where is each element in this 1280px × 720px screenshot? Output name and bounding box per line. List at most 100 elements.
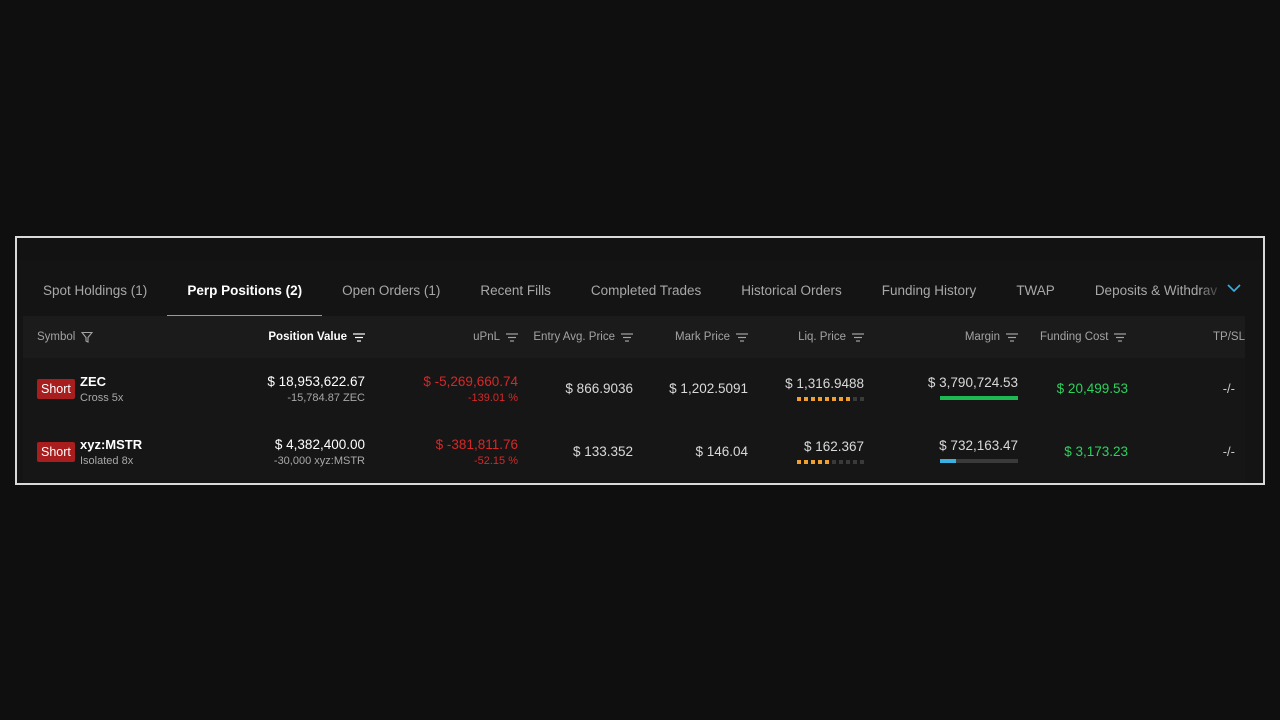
liq-price: $ 1,316.9488 <box>785 376 864 391</box>
table-row[interactable]: Short xyz:MSTR Isolated 8x $ 4,382,400.0… <box>23 421 1245 483</box>
position-value: $ 4,382,400.00 <box>274 437 365 452</box>
margin-value: $ 732,163.47 <box>939 438 1018 453</box>
liq-risk-dot <box>797 460 801 464</box>
liq-risk-dot <box>839 397 843 401</box>
tab-deposits-withdrawals[interactable]: Deposits & Withdrav <box>1094 283 1218 298</box>
table-body: Short ZEC Cross 5x $ 18,953,622.67 -15,7… <box>23 358 1245 483</box>
col-symbol[interactable]: Symbol <box>37 316 94 358</box>
tab-perp-positions[interactable]: Perp Positions (2) <box>167 260 322 316</box>
sort-icon[interactable] <box>506 332 518 342</box>
liq-risk-dot <box>818 460 822 464</box>
liq-risk-dot <box>811 460 815 464</box>
col-position-value[interactable]: Position Value <box>268 316 365 358</box>
col-entry-price-label: Entry Avg. Price <box>533 331 615 343</box>
sort-icon[interactable] <box>736 332 748 342</box>
position-value: $ 18,953,622.67 <box>267 374 365 389</box>
col-tpsl-label: TP/SL <box>1213 331 1245 343</box>
liq-price-cell: $ 1,316.9488 <box>785 376 864 401</box>
mark-price: $ 146.04 <box>695 444 748 459</box>
col-upnl-label: uPnL <box>473 331 500 343</box>
col-liq-price-label: Liq. Price <box>798 331 846 343</box>
symbol-name[interactable]: xyz:MSTR <box>80 437 143 452</box>
upnl-value: $ -5,269,660.74 <box>423 374 518 389</box>
liq-risk-dot <box>846 397 850 401</box>
liq-risk-dot <box>832 460 836 464</box>
liq-risk-dot <box>832 397 836 401</box>
entry-price: $ 133.352 <box>572 444 633 459</box>
upnl-percent: -139.01 % <box>467 392 518 404</box>
filter-icon[interactable] <box>81 331 94 343</box>
funding-cost: $ 20,499.53 <box>1056 381 1128 396</box>
margin-ratio-bar <box>940 396 1018 400</box>
col-liq-price[interactable]: Liq. Price <box>798 316 864 358</box>
col-entry-price[interactable]: Entry Avg. Price <box>533 316 633 358</box>
entry-price: $ 866.9036 <box>565 381 633 396</box>
col-funding-cost-label: Funding Cost <box>1040 331 1109 343</box>
side-badge-short: Short <box>37 442 75 462</box>
sort-icon[interactable] <box>353 332 365 342</box>
liq-risk-dot <box>853 397 857 401</box>
liq-risk-dot <box>825 397 829 401</box>
positions-panel: Spot Holdings (1) Perp Positions (2) Ope… <box>15 236 1265 485</box>
panel-top-bar <box>17 238 1263 260</box>
tab-twap[interactable]: TWAP <box>1016 283 1055 298</box>
margin-mode: Cross 5x <box>80 392 124 404</box>
position-size: -30,000 xyz:MSTR <box>273 455 365 467</box>
liq-risk-dot <box>818 397 822 401</box>
table-row[interactable]: Short ZEC Cross 5x $ 18,953,622.67 -15,7… <box>23 358 1245 421</box>
tpsl-value[interactable]: -/- <box>1222 444 1235 459</box>
upnl-percent: -52.15 % <box>473 455 518 467</box>
tab-completed-trades[interactable]: Completed Trades <box>590 283 702 298</box>
liq-risk-dot <box>846 460 850 464</box>
liq-risk-dot <box>797 397 801 401</box>
liq-risk-dot <box>804 397 808 401</box>
mark-price: $ 1,202.5091 <box>669 381 748 396</box>
sort-icon[interactable] <box>852 332 864 342</box>
position-value-cell: $ 18,953,622.67 -15,784.87 ZEC <box>267 374 365 404</box>
liq-risk-dot <box>811 397 815 401</box>
tab-bar: Spot Holdings (1) Perp Positions (2) Ope… <box>17 260 1263 316</box>
positions-table: Symbol Position Value uPnL Entry Avg. Pr… <box>23 316 1245 483</box>
table-header: Symbol Position Value uPnL Entry Avg. Pr… <box>23 316 1245 358</box>
col-symbol-label: Symbol <box>37 331 76 343</box>
liq-risk-meter <box>797 460 864 464</box>
margin-ratio-bar <box>940 459 1018 463</box>
col-mark-price[interactable]: Mark Price <box>675 316 748 358</box>
col-tpsl: TP/SL <box>1213 316 1245 358</box>
col-position-value-label: Position Value <box>268 331 347 343</box>
upnl-cell: $ -5,269,660.74 -139.01 % <box>423 374 518 404</box>
sort-icon[interactable] <box>1114 332 1127 342</box>
upnl-cell: $ -381,811.76 -52.15 % <box>436 437 518 467</box>
liq-risk-dot <box>853 460 857 464</box>
symbol-cell[interactable]: xyz:MSTR Isolated 8x <box>80 437 142 467</box>
sort-icon[interactable] <box>1006 332 1018 342</box>
col-margin[interactable]: Margin <box>965 316 1018 358</box>
liq-risk-dot <box>860 397 864 401</box>
symbol-name[interactable]: ZEC <box>80 374 106 389</box>
margin-ratio-fill <box>940 459 956 463</box>
margin-mode: Isolated 8x <box>80 455 134 467</box>
tab-recent-fills[interactable]: Recent Fills <box>480 283 551 298</box>
liq-risk-dot <box>825 460 829 464</box>
tpsl-value[interactable]: -/- <box>1222 381 1235 396</box>
tab-spot-holdings[interactable]: Spot Holdings (1) <box>43 283 148 298</box>
chevron-down-icon <box>1227 283 1241 292</box>
tab-funding-history[interactable]: Funding History <box>881 283 977 298</box>
margin-ratio-fill <box>940 396 1018 400</box>
funding-cost: $ 3,173.23 <box>1064 444 1128 459</box>
margin-cell: $ 732,163.47 <box>939 438 1018 463</box>
more-tabs-button[interactable] <box>1203 260 1263 316</box>
liq-price: $ 162.367 <box>803 439 864 454</box>
side-badge-short: Short <box>37 379 75 399</box>
col-upnl[interactable]: uPnL <box>473 316 518 358</box>
liq-risk-dot <box>839 460 843 464</box>
tab-open-orders[interactable]: Open Orders (1) <box>342 283 441 298</box>
liq-price-cell: $ 162.367 <box>797 439 864 464</box>
position-value-cell: $ 4,382,400.00 -30,000 xyz:MSTR <box>274 437 365 467</box>
tab-historical-orders[interactable]: Historical Orders <box>741 283 842 298</box>
sort-icon[interactable] <box>621 332 633 342</box>
symbol-cell[interactable]: ZEC Cross 5x <box>80 374 123 404</box>
col-mark-price-label: Mark Price <box>675 331 730 343</box>
upnl-value: $ -381,811.76 <box>435 437 518 452</box>
col-funding-cost[interactable]: Funding Cost <box>1040 316 1127 358</box>
